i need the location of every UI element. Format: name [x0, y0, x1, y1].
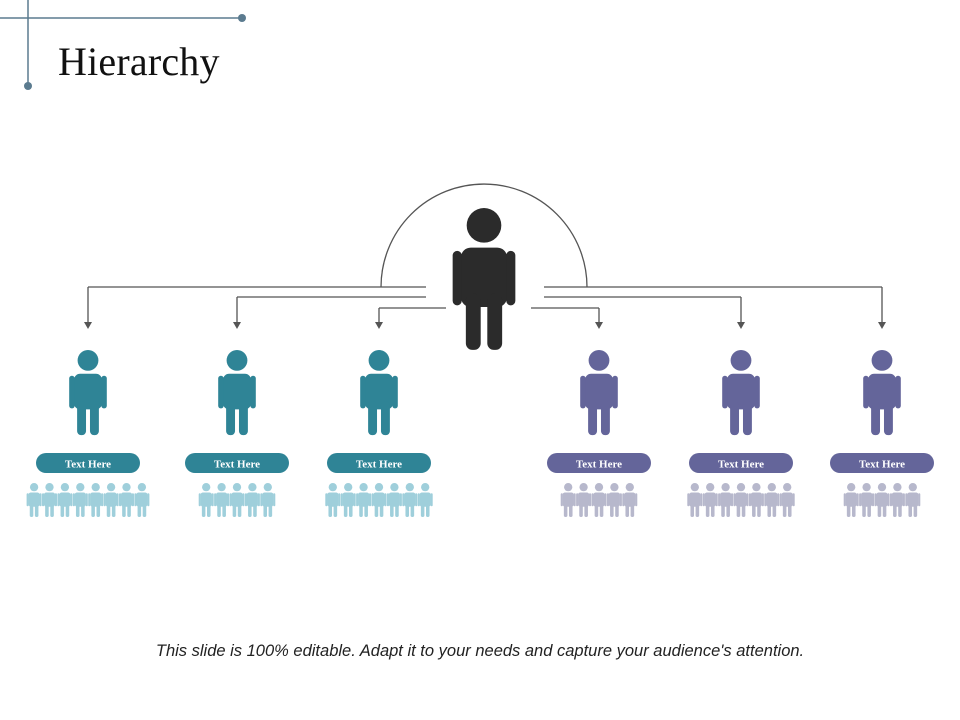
team-person-icon — [606, 483, 622, 517]
team-person-icon — [748, 483, 764, 517]
team-person-icon — [874, 483, 890, 517]
team-person-icon — [576, 483, 592, 517]
leader-person-icon — [452, 208, 516, 350]
member-column: Text Here — [185, 350, 289, 517]
member-person-icon — [218, 350, 256, 436]
member-label: Text Here — [65, 459, 111, 471]
team-person-icon — [371, 483, 387, 517]
label-badge — [36, 453, 140, 473]
arrow-head-icon — [84, 322, 92, 329]
team-person-icon — [591, 483, 607, 517]
member-columns: Text Here Text Here Text Here Text Here Text… — [26, 350, 934, 517]
label-badge — [547, 453, 651, 473]
member-label: Text Here — [859, 459, 905, 471]
team-person-icon — [214, 483, 230, 517]
team-person-icon — [325, 483, 341, 517]
team-person-icon — [889, 483, 905, 517]
team-person-icon — [687, 483, 703, 517]
team-person-icon — [198, 483, 214, 517]
page-title: Hierarchy — [58, 39, 220, 84]
member-label: Text Here — [356, 459, 402, 471]
team-person-icon — [702, 483, 718, 517]
arc-connector — [380, 183, 588, 288]
member-label: Text Here — [576, 459, 622, 471]
label-badge — [185, 453, 289, 473]
team-person-icon — [733, 483, 749, 517]
team-person-icon — [859, 483, 875, 517]
label-badge — [830, 453, 934, 473]
team-person-icon — [229, 483, 245, 517]
team-person-icon — [386, 483, 402, 517]
member-column: Text Here — [325, 350, 433, 517]
arrow-head-icon — [595, 322, 603, 329]
member-person-icon — [69, 350, 107, 436]
team-person-icon — [905, 483, 921, 517]
corner-decoration — [0, 0, 246, 90]
team-person-icon — [764, 483, 780, 517]
member-label: Text Here — [214, 459, 260, 471]
team-person-icon — [118, 483, 135, 517]
label-badge — [327, 453, 431, 473]
footer-note: This slide is 100% editable. Adapt it to… — [155, 642, 805, 660]
team-person-icon — [340, 483, 356, 517]
leader-person-icon — [452, 208, 516, 350]
team-person-icon — [72, 483, 88, 517]
team-person-icon — [417, 483, 433, 517]
team-person-icon — [260, 483, 276, 517]
arrow-head-icon — [878, 322, 886, 329]
connector-lines — [84, 183, 886, 329]
label-badge — [689, 453, 793, 473]
team-person-icon — [57, 483, 73, 517]
team-person-icon — [402, 483, 418, 517]
team-person-icon — [103, 483, 119, 517]
team-person-icon — [718, 483, 734, 517]
team-person-icon — [779, 483, 795, 517]
member-column: Text Here — [687, 350, 795, 517]
arrow-head-icon — [737, 322, 745, 329]
team-person-icon — [88, 483, 104, 517]
team-person-icon — [134, 483, 150, 517]
member-person-icon — [863, 350, 901, 436]
member-person-icon — [722, 350, 760, 436]
member-column: Text Here — [547, 350, 651, 517]
member-person-icon — [580, 350, 618, 436]
team-person-icon — [244, 483, 260, 517]
member-person-icon — [360, 350, 398, 436]
team-person-icon — [356, 483, 372, 517]
team-person-icon — [843, 483, 859, 517]
arrow-head-icon — [233, 322, 241, 329]
team-person-icon — [560, 483, 576, 517]
arrow-head-icon — [375, 322, 383, 329]
team-person-icon — [622, 483, 638, 517]
team-person-icon — [26, 483, 42, 517]
member-column: Text Here — [26, 350, 150, 517]
member-label: Text Here — [718, 459, 764, 471]
member-column: Text Here — [830, 350, 934, 517]
team-person-icon — [41, 483, 58, 517]
